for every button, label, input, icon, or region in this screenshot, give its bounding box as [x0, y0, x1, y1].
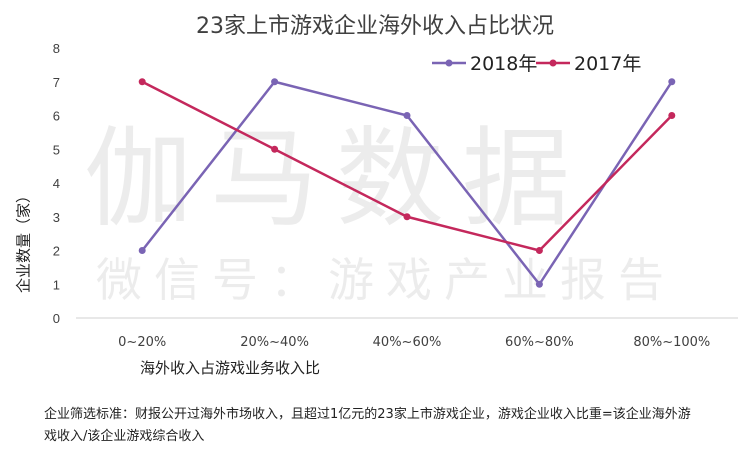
x-tick-label: 60%~80% [505, 335, 574, 350]
data-point [403, 112, 411, 119]
series-line-2017年 [141, 80, 673, 252]
data-point [138, 247, 146, 254]
legend-label: 2018年 [470, 53, 537, 75]
legend-marker [549, 59, 557, 67]
y-tick-label: 1 [53, 277, 60, 292]
footnote: 企业筛选标准：财报公开过海外市场收入，且超过1亿元的23家上市游戏企业，游戏企业… [44, 407, 691, 444]
y-tick-label: 8 [53, 41, 60, 56]
data-point [403, 213, 411, 221]
y-tick-label: 6 [53, 109, 60, 124]
y-tick-label: 2 [53, 244, 60, 259]
y-tick-label: 3 [53, 210, 60, 225]
x-tick-label: 20%~40% [240, 335, 309, 350]
chart-title: 23家上市游戏企业海外收入占比状况 [196, 14, 554, 39]
x-axis-label: 海外收入占游戏业务收入比 [139, 359, 320, 377]
x-tick-label: 80%~100% [633, 335, 710, 350]
data-point [535, 247, 543, 254]
data-point [535, 280, 543, 288]
legend-label: 2017年 [574, 53, 641, 75]
data-point [668, 112, 676, 119]
y-tick-label: 0 [53, 311, 60, 326]
y-tick-label: 5 [53, 142, 60, 157]
data-point [138, 78, 146, 86]
y-tick-label: 4 [53, 176, 60, 191]
x-tick-label: 0~20% [118, 335, 166, 350]
data-point [271, 78, 279, 86]
legend-marker [445, 59, 453, 67]
data-point [668, 78, 676, 86]
y-tick-label: 7 [53, 75, 60, 90]
x-tick-label: 40%~60% [373, 335, 442, 350]
data-point [271, 145, 279, 153]
